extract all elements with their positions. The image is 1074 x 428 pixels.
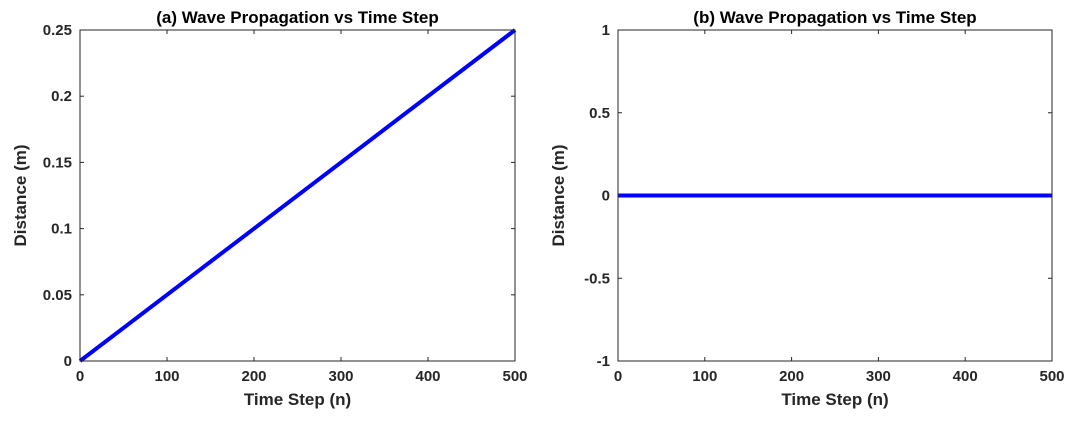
x-tick-label-b-0: 0 — [614, 368, 622, 385]
x-axis-label-a: Time Step (n) — [244, 390, 351, 409]
y-tick-label-a-5: 0.25 — [43, 22, 72, 39]
y-tick-label-b-2: 0 — [602, 188, 610, 205]
x-tick-label-b-4: 400 — [953, 368, 978, 385]
y-tick-label-b-4: 1 — [602, 22, 610, 39]
x-axis-label-b: Time Step (n) — [781, 390, 888, 409]
plot-panel-a: 0 100 200 300 400 500 0 0.05 0.1 0.15 0.2 0.25 (a) W… — [11, 8, 528, 409]
chart-title-a: (a) Wave Propagation vs Time Step — [156, 8, 438, 27]
x-tick-label-a-5: 500 — [502, 368, 527, 385]
chart-title-b: (b) Wave Propagation vs Time Step — [693, 8, 976, 27]
y-axis-label-b: Distance (m) — [549, 144, 568, 246]
y-tick-label-a-0: 0 — [64, 353, 72, 370]
y-tick-label-a-3: 0.15 — [43, 154, 72, 171]
x-tick-label-a-2: 200 — [241, 368, 266, 385]
x-tick-label-b-1: 100 — [692, 368, 717, 385]
x-tick-label-a-4: 400 — [415, 368, 440, 385]
series-line-a-0 — [78, 28, 517, 363]
x-tick-label-b-2: 200 — [779, 368, 804, 385]
y-tick-label-b-0: -1 — [597, 353, 610, 370]
x-tick-label-b-3: 300 — [866, 368, 891, 385]
y-tick-label-a-2: 0.1 — [51, 221, 72, 238]
x-tick-label-b-5: 500 — [1039, 368, 1064, 385]
y-axis-label-a: Distance (m) — [11, 144, 30, 246]
y-tick-label-a-4: 0.2 — [51, 88, 72, 105]
plot-panel-b: 0 100 200 300 400 500 -1 -0.5 0 0.5 1 (b) Wave Prop… — [549, 8, 1065, 409]
x-tick-label-a-1: 100 — [154, 368, 179, 385]
x-tick-label-a-0: 0 — [76, 368, 84, 385]
x-tick-label-a-3: 300 — [328, 368, 353, 385]
y-tick-label-b-3: 0.5 — [589, 105, 610, 122]
axes-frame-a — [79, 29, 516, 362]
y-tick-label-a-1: 0.05 — [43, 287, 72, 304]
y-tick-label-b-1: -0.5 — [584, 270, 610, 287]
